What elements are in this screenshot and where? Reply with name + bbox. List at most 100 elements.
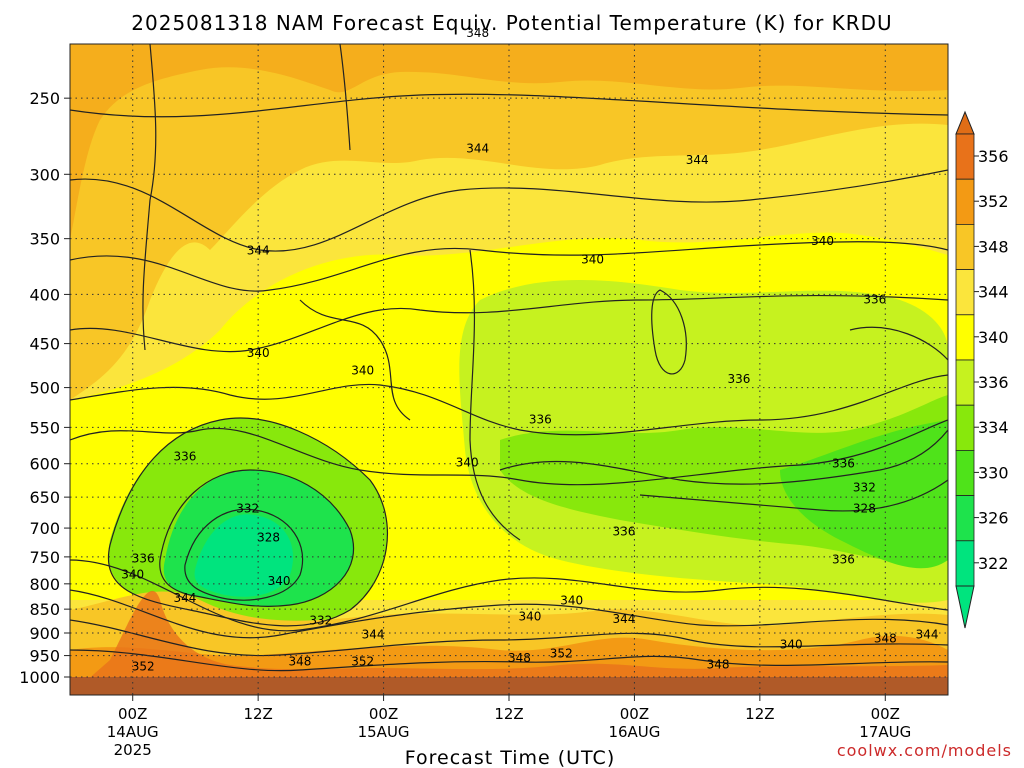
contour-label: 348 [874, 632, 897, 646]
colorbar-label: 322 [978, 554, 1009, 573]
contour-label: 344 [247, 243, 270, 257]
x-grid [132, 44, 886, 701]
colorbar-swatch [955, 133, 975, 180]
field-green-inner [194, 514, 294, 597]
x-tick-date: 14AUG [107, 723, 159, 741]
contour-label: 344 [466, 141, 489, 155]
x-tick-label: 00Z [118, 705, 147, 723]
contour-label: 348 [288, 654, 311, 668]
colorbar-extend-top [955, 110, 975, 135]
y-tick-label: 450 [29, 335, 60, 354]
contour-label: 336 [613, 525, 636, 539]
credit-text: coolwx.com/models [837, 741, 1012, 760]
contour-label: 340 [121, 567, 144, 581]
y-tick-label: 300 [29, 165, 60, 184]
y-tick-label: 650 [29, 488, 60, 507]
contour-label: 340 [268, 574, 291, 588]
chart-title: 2025081318 NAM Forecast Equiv. Potential… [131, 11, 892, 35]
plot-frame [69, 43, 949, 696]
contour-label: 332 [853, 480, 876, 494]
colorbar-label: 334 [978, 418, 1009, 437]
y-tick-label: 850 [29, 600, 60, 619]
colorbar-label: 352 [978, 192, 1009, 211]
colorbar-swatch [955, 540, 975, 587]
contour-lines [70, 44, 948, 672]
x-tick-label: 12Z [494, 705, 523, 723]
contour-label: 344 [613, 612, 636, 626]
contour-label: 332 [236, 502, 259, 516]
field-green-right [780, 420, 948, 569]
contour-label: 340 [518, 609, 541, 623]
contour-label: 336 [832, 553, 855, 567]
x-axis-label: Forecast Time (UTC) [405, 747, 615, 768]
contour-label: 340 [560, 594, 583, 608]
colorbar-swatch [955, 449, 975, 496]
contour-label: 352 [351, 654, 374, 668]
colorbar-label: 326 [978, 509, 1009, 528]
colorbar-swatch [955, 269, 975, 316]
contour-label: 332 [309, 613, 332, 627]
contour-label: 336 [832, 457, 855, 471]
plot-area [70, 44, 948, 695]
contour-label: 340 [456, 455, 479, 469]
contour-label: 348 [707, 657, 730, 671]
x-tick-label: 00Z [871, 705, 900, 723]
colorbar-swatch [955, 495, 975, 542]
y-tick-label: 350 [29, 230, 60, 249]
contour-label: 328 [853, 502, 876, 516]
y-tick-labels: 250 300 350 400 450 500 550 600 650 700 750 800 850 9… [19, 89, 60, 687]
contour-label: 336 [174, 450, 197, 464]
colorbar-label: 340 [978, 328, 1009, 347]
contour-label: 352 [550, 646, 573, 660]
contour-label: 352 [132, 659, 155, 673]
colorbar-swatch [955, 178, 975, 225]
y-tick-label: 900 [29, 624, 60, 643]
y-tick-label: 750 [29, 548, 60, 567]
colorbar-swatch [955, 223, 975, 270]
colorbar-label: 336 [978, 373, 1009, 392]
colorbar-swatch [955, 359, 975, 406]
y-tick-label: 1000 [19, 668, 60, 687]
colorbar-label: 356 [978, 147, 1009, 166]
contour-label: 344 [916, 627, 939, 641]
contour-label: 336 [132, 552, 155, 566]
x-tick-label: 00Z [620, 705, 649, 723]
x-tick-label: 12Z [243, 705, 272, 723]
colorbar: 356 352 348 344 340 336 334 330 326 322 [955, 110, 1009, 629]
contour-label: 340 [581, 253, 604, 267]
y-tick-label: 950 [29, 647, 60, 666]
y-grid [64, 97, 948, 678]
surface-ground [70, 677, 948, 695]
x-tick-year: 2025 [114, 741, 152, 759]
x-tick-label: 12Z [745, 705, 774, 723]
x-tick-label: 00Z [369, 705, 398, 723]
contour-label: 336 [863, 293, 886, 307]
colorbar-label: 348 [978, 237, 1009, 256]
contour-label: 340 [247, 346, 270, 360]
colorbar-extend-bottom [955, 585, 975, 629]
y-tick-label: 600 [29, 455, 60, 474]
colorbar-swatch [955, 404, 975, 451]
x-tick-date: 16AUG [608, 723, 660, 741]
contour-label: 336 [529, 413, 552, 427]
field-surface-orange [70, 590, 948, 695]
field-top-dark [70, 44, 948, 240]
colorbar-swatch [955, 314, 975, 361]
x-tick-date: 17AUG [859, 723, 911, 741]
contour-label: 344 [686, 153, 709, 167]
contour-label: 340 [780, 637, 803, 651]
contour-label: 348 [466, 26, 489, 40]
y-tick-label: 500 [29, 379, 60, 398]
y-tick-label: 400 [29, 285, 60, 304]
y-tick-label: 250 [29, 89, 60, 108]
x-tick-date: 15AUG [358, 723, 410, 741]
contour-label: 328 [257, 531, 280, 545]
y-tick-label: 550 [29, 418, 60, 437]
field-upper-orange [70, 44, 948, 400]
y-tick-label: 800 [29, 575, 60, 594]
contour-label: 344 [174, 591, 197, 605]
colorbar-label: 344 [978, 283, 1009, 302]
